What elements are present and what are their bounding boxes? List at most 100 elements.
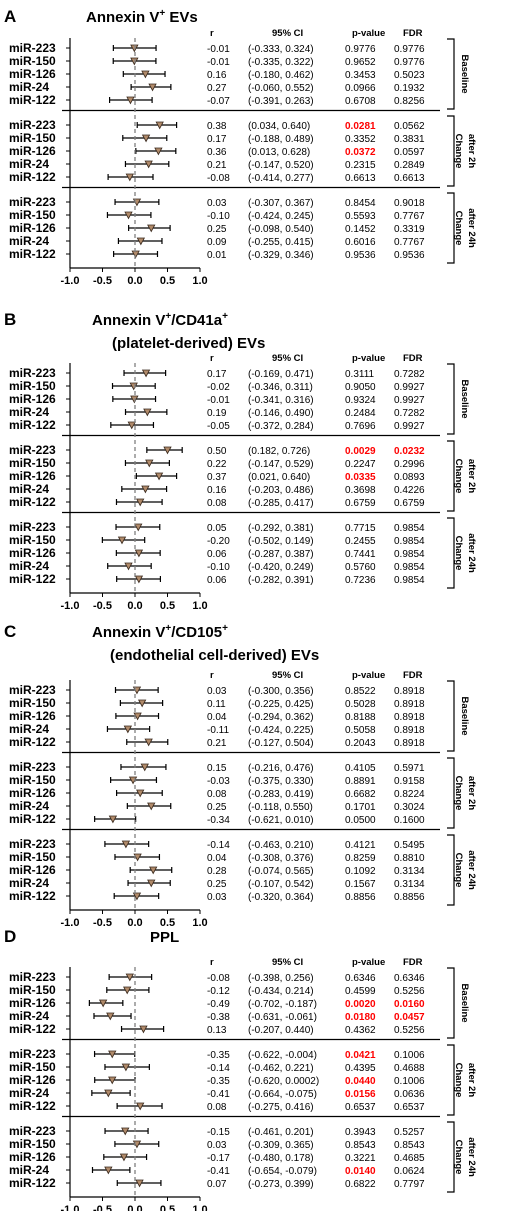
cell-p-value: 0.0156 [345,1089,376,1100]
point-estimate [133,712,142,721]
cell-ci: (-0.216, 0.476) [248,763,314,774]
x-tick-label: -1.0 [61,1204,80,1211]
cell-ci: (-0.341, 0.316) [248,395,314,406]
cell-r: -0.17 [207,1153,230,1164]
point-estimate [121,1063,131,1072]
cell-r: -0.07 [207,96,230,107]
cell-fdr: 0.9854 [394,536,425,547]
x-tick-label: 1.0 [192,917,207,929]
cell-fdr: 0.9018 [394,198,425,209]
cell-r: -0.35 [207,1050,230,1061]
row-label-mir-150: miR-150 [9,696,56,710]
x-tick-label: 0.0 [127,1204,142,1211]
panel-letter: A [4,7,16,26]
point-estimate [144,160,153,169]
cell-r: 0.16 [207,485,227,496]
cell-fdr: 0.9854 [394,575,425,586]
panel-letter: D [4,927,16,946]
cell-ci: (-0.107, 0.542) [248,879,314,890]
point-estimate [154,147,163,156]
cell-r: -0.02 [207,382,230,393]
row-label-mir-24: miR-24 [9,1009,49,1023]
cell-r: -0.01 [207,44,230,55]
cell-fdr: 0.5256 [394,986,425,997]
cell-ci: (-0.294, 0.362) [248,712,314,723]
point-estimate [108,1076,117,1085]
column-header-1: 95% CI [272,670,303,681]
cell-p-value: 0.4362 [345,1025,376,1036]
panel-title: Annexin V+/CD105+ [92,623,228,641]
cell-fdr: 0.1600 [394,815,425,826]
cell-p-value: 0.3221 [345,1153,376,1164]
cell-ci: (-0.631, -0.061) [248,1012,317,1023]
row-label-mir-223: miR-223 [9,41,56,55]
cell-ci: (-0.333, 0.324) [248,44,314,55]
cell-fdr: 0.9927 [394,382,425,393]
row-label-mir-24: miR-24 [9,1163,49,1177]
point-estimate [145,459,154,468]
cell-ci: (-0.147, 0.529) [248,459,314,470]
group-label: Change [453,459,464,494]
point-estimate [133,853,142,862]
point-estimate [155,121,164,130]
cell-ci: (-0.098, 0.540) [248,224,314,235]
column-header-0: r [210,957,214,968]
group-bracket [447,680,455,752]
cell-fdr: 0.9927 [394,421,425,432]
cell-ci: (-0.346, 0.311) [248,382,313,393]
cell-p-value: 0.0281 [345,121,376,132]
cell-p-value: 0.8188 [345,712,376,723]
x-tick-label: -1.0 [61,275,80,287]
cell-p-value: 0.4121 [345,840,376,851]
row-label-mir-122: miR-122 [9,1176,56,1190]
cell-fdr: 0.3134 [394,879,425,890]
cell-fdr: 0.0636 [394,1089,425,1100]
cell-ci: (-0.180, 0.462) [248,70,314,81]
cell-p-value: 0.0020 [345,999,376,1010]
cell-p-value: 0.7236 [345,575,376,586]
point-estimate [121,840,131,849]
cell-ci: (0.013, 0.628) [248,147,310,158]
cell-ci: (-0.335, 0.322) [248,57,314,68]
panel-title: Annexin V+/CD41a+ [92,311,228,329]
cell-r: -0.41 [207,1089,230,1100]
point-estimate [127,421,136,430]
cell-p-value: 0.2315 [345,160,376,171]
row-label-mir-122: miR-122 [9,1099,56,1113]
cell-ci: (0.021, 0.640) [248,472,310,483]
cell-fdr: 0.7797 [394,1179,425,1190]
row-label-mir-122: miR-122 [9,418,56,432]
cell-fdr: 0.7282 [394,369,425,380]
cell-fdr: 0.5257 [394,1127,425,1138]
cell-r: 0.27 [207,83,227,94]
cell-ci: (-0.147, 0.520) [248,160,314,171]
cell-ci: (-0.309, 0.365) [248,1140,314,1151]
cell-fdr: 0.5256 [394,1025,425,1036]
row-label-mir-223: miR-223 [9,760,56,774]
cell-r: 0.08 [207,498,227,509]
row-label-mir-122: miR-122 [9,812,56,826]
cell-r: 0.28 [207,866,227,877]
point-estimate [134,575,144,584]
group-bracket [447,115,455,187]
cell-ci: (-0.702, -0.187) [248,999,317,1010]
row-label-mir-223: miR-223 [9,520,56,534]
cell-p-value: 0.2247 [345,459,376,470]
row-label-mir-122: miR-122 [9,889,56,903]
row-label-mir-126: miR-126 [9,144,56,158]
point-estimate [106,1012,115,1021]
cell-r: -0.34 [207,815,230,826]
cell-p-value: 0.0335 [345,472,376,483]
cell-p-value: 0.2484 [345,408,376,419]
panel-subtitle: (platelet-derived) EVs [112,335,265,352]
point-estimate [121,1127,130,1136]
point-estimate [143,408,152,417]
cell-ci: (-0.654, -0.079) [248,1166,317,1177]
cell-ci: (-0.273, 0.399) [248,1179,314,1190]
cell-ci: (-0.060, 0.552) [248,83,314,94]
cell-r: 0.19 [207,408,227,419]
point-estimate [144,738,153,747]
row-label-mir-126: miR-126 [9,1150,56,1164]
cell-ci: (0.182, 0.726) [248,446,310,457]
